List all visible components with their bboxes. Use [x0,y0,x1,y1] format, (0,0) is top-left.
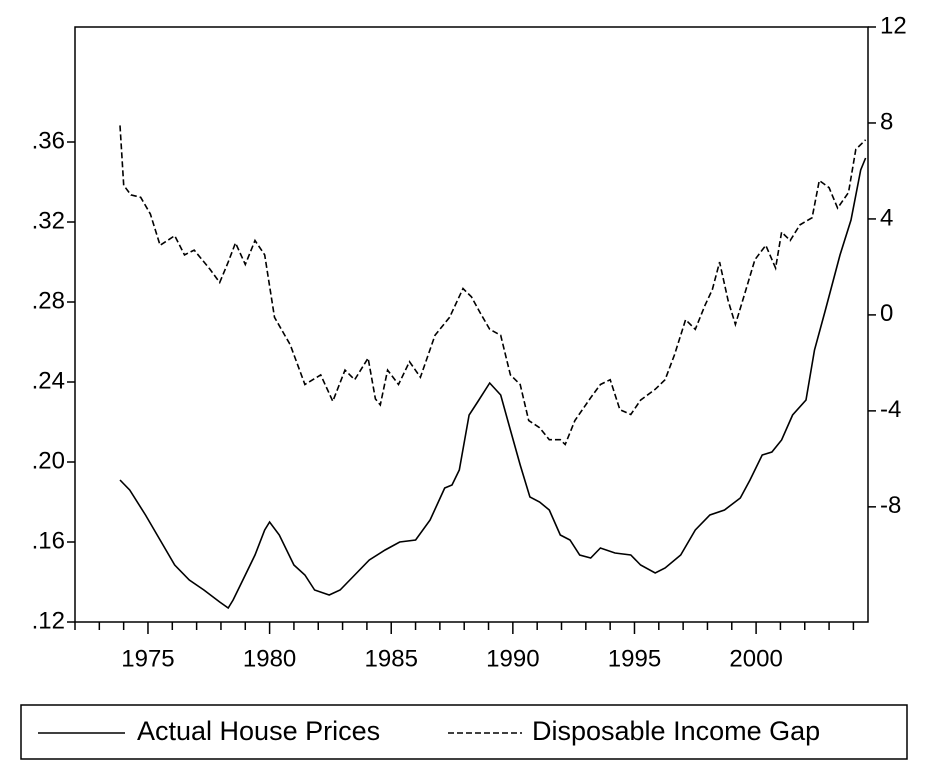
y2-tick-label: -8 [880,492,901,519]
y2-tick-label: 12 [880,12,907,39]
plot-frame [74,26,869,623]
x-tick-label: 1985 [365,645,418,672]
y2-tick-label: 4 [880,204,893,231]
y-tick-label: .12 [32,607,65,634]
y2-tick-label: 0 [880,300,893,327]
legend-box [20,704,908,760]
x-tick-label: 2000 [729,645,782,672]
x-tick-label: 1995 [608,645,661,672]
x-tick-label: 1990 [486,645,539,672]
y-tick-label: .16 [32,527,65,554]
y2-tick-label: -4 [880,396,901,423]
y-tick-label: .32 [32,207,65,234]
legend-label: Actual House Prices [137,716,380,746]
y-tick-label: .20 [32,447,65,474]
x-tick-label: 1980 [243,645,296,672]
legend-label: Disposable Income Gap [532,716,820,746]
y-tick-label: .24 [32,367,65,394]
y-tick-label: .28 [32,287,65,314]
y-tick-label: .36 [32,127,65,154]
y2-tick-label: 8 [880,108,893,135]
series-line [119,157,867,610]
x-tick-label: 1975 [121,645,174,672]
series-line [119,125,867,446]
